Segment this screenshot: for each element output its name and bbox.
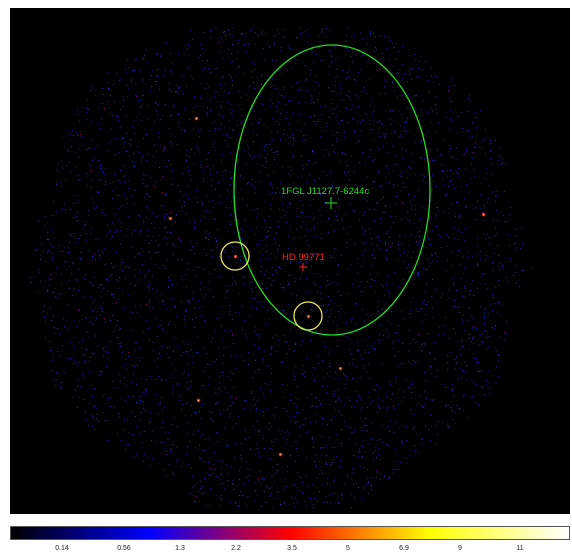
region-overlay: 1FGL J1127.7-6244c HD 99771 [220, 44, 431, 336]
xray-counts-map [10, 8, 570, 514]
colorbar-tick: 2.2 [231, 545, 241, 552]
fermi-error-ellipse [233, 44, 431, 336]
colorbar-tick: 5 [346, 545, 350, 552]
xray-source-circle [220, 241, 250, 271]
colorbar-tick: 0.14 [55, 545, 69, 552]
colorbar-tick: 3.5 [287, 545, 297, 552]
colorbar-tick: 0.56 [117, 545, 131, 552]
colorbar [10, 526, 570, 540]
colorbar-tick: 9 [458, 545, 462, 552]
xray-source-circle [293, 301, 323, 331]
star-label: HD 99771 [282, 252, 325, 263]
star-position-marker [299, 263, 307, 271]
fermi-source-label: 1FGL J1127.7-6244c [281, 186, 369, 197]
colorbar-tick: 11 [516, 545, 524, 552]
colorbar-tick: 6.9 [399, 545, 409, 552]
xray-image-panel: 1FGL J1127.7-6244c HD 99771 [10, 8, 570, 514]
colorbar-tick: 1.3 [175, 545, 185, 552]
fermi-position-marker [325, 197, 337, 209]
